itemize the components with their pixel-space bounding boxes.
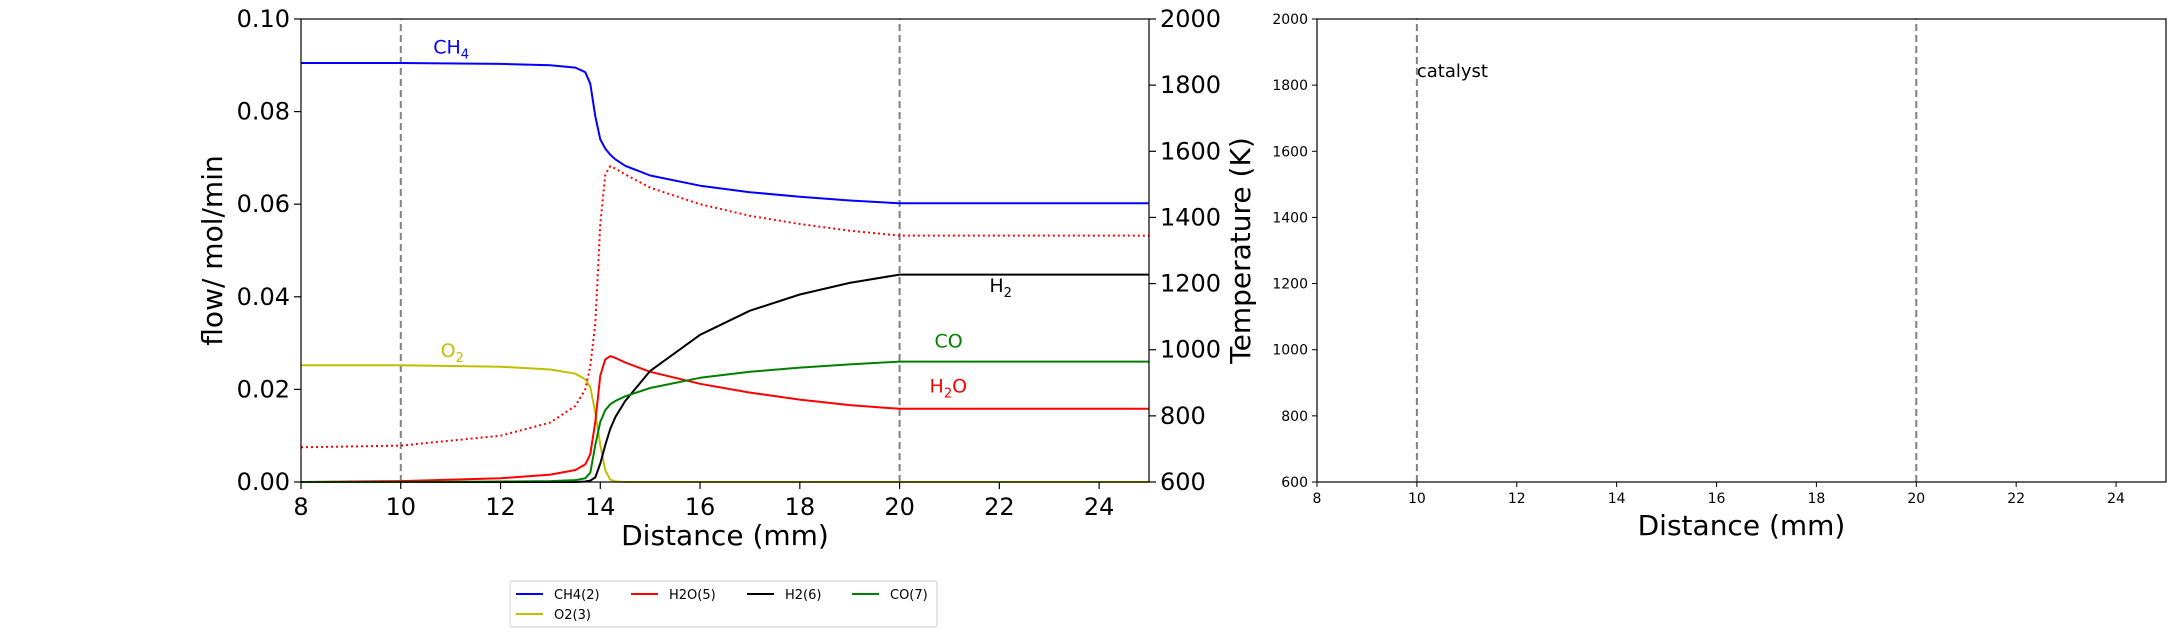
y-axis-label: flow/ mol/min bbox=[196, 155, 229, 345]
x-tick-label: 10 bbox=[1408, 491, 1426, 507]
x-tick-label: 20 bbox=[1907, 491, 1925, 507]
y2-tick-label: 800 bbox=[1160, 402, 1206, 430]
x-axis-label: Distance (mm) bbox=[621, 519, 829, 552]
x-tick-label: 8 bbox=[293, 493, 308, 521]
species-annotation: CO bbox=[935, 331, 963, 353]
x-axis-label: Distance (mm) bbox=[1638, 509, 1846, 542]
series-line-o23 bbox=[301, 364, 1149, 483]
y2-tick-label: 2000 bbox=[1160, 5, 1221, 33]
annotation-text: O bbox=[441, 340, 456, 362]
y-tick-label: 0.06 bbox=[237, 190, 290, 218]
y2-tick-label: 600 bbox=[1160, 468, 1206, 496]
legend-label: O2(3) bbox=[554, 608, 591, 623]
x-tick-label: 18 bbox=[1807, 491, 1825, 507]
plot-frame bbox=[1316, 18, 2167, 483]
annotation-subscript: 2 bbox=[1004, 286, 1012, 301]
series-line-ch42 bbox=[301, 62, 1149, 205]
y2-tick-label: 1400 bbox=[1160, 203, 1221, 231]
y-tick-label: 0.04 bbox=[237, 283, 290, 311]
y-tick-label: 1200 bbox=[1272, 277, 1308, 293]
y-tick-label: 0.10 bbox=[237, 5, 290, 33]
y2-tick-label: 1000 bbox=[1160, 336, 1221, 364]
temperature-line bbox=[300, 164, 1149, 449]
x-tick-label: 24 bbox=[2107, 491, 2125, 507]
y-tick-label: 0.08 bbox=[237, 98, 290, 126]
y-tick-label: 800 bbox=[1281, 409, 1308, 425]
series-line-co7 bbox=[301, 360, 1149, 483]
x-tick-label: 16 bbox=[1708, 491, 1726, 507]
annotation-subscript: 4 bbox=[461, 48, 469, 63]
x-tick-label: 14 bbox=[585, 493, 616, 521]
annotation-text: H bbox=[930, 376, 944, 398]
left-chart: 8 10 12 14 16 18 20 22 240.000.020.040.060.080.1… bbox=[196, 5, 1257, 552]
y-tick-label: 2000 bbox=[1272, 12, 1308, 28]
y-tick-label: 0.02 bbox=[237, 375, 290, 403]
annotation-subscript: 2 bbox=[456, 351, 464, 366]
x-tick-label: 14 bbox=[1608, 491, 1626, 507]
x-tick-label: 22 bbox=[2007, 491, 2025, 507]
series-line-h26 bbox=[301, 273, 1149, 483]
series-line-h2o5 bbox=[300, 355, 1149, 483]
y2-tick-label: 1800 bbox=[1160, 71, 1221, 99]
y-tick-label: 1000 bbox=[1272, 343, 1308, 359]
legend: CH4(2) H2O(5) H2(6) CO(7) O2(3) bbox=[509, 580, 938, 628]
species-annotation: O2 bbox=[441, 340, 464, 366]
species-annotation: CH4 bbox=[433, 37, 469, 63]
legend-label: CO(7) bbox=[890, 588, 928, 603]
x-tick-label: 12 bbox=[1508, 491, 1526, 507]
legend-frame bbox=[509, 580, 938, 628]
y-tick-label: 1800 bbox=[1272, 78, 1308, 94]
legend-label: CH4(2) bbox=[554, 588, 600, 603]
x-tick-label: 10 bbox=[385, 493, 416, 521]
y-tick-label: 0.00 bbox=[237, 468, 290, 496]
x-tick-label: 24 bbox=[1084, 493, 1115, 521]
x-tick-label: 12 bbox=[485, 493, 516, 521]
y-tick-label: 1600 bbox=[1272, 144, 1308, 160]
annotation-subscript: 2 bbox=[944, 387, 952, 402]
x-tick-label: 22 bbox=[984, 493, 1015, 521]
legend-label: H2O(5) bbox=[669, 588, 716, 603]
plot-frame bbox=[300, 18, 1150, 483]
y2-tick-label: 1200 bbox=[1160, 270, 1221, 298]
legend-label: H2(6) bbox=[785, 588, 821, 603]
annotation-text: CO bbox=[935, 331, 963, 353]
annotation-text: H bbox=[989, 275, 1003, 297]
catalyst-label: catalyst bbox=[1417, 61, 1488, 82]
x-tick-label: 18 bbox=[785, 493, 816, 521]
species-annotation: H2 bbox=[989, 275, 1012, 301]
right-chart: 8 10 12 14 16 18 20 22 24 600 800 1000 1200 1400 1600 1… bbox=[1272, 12, 2167, 542]
y-tick-label: 1400 bbox=[1272, 210, 1308, 226]
annotation-text: CH bbox=[433, 37, 461, 59]
annotation-tail: O bbox=[952, 376, 967, 398]
x-tick-label: 8 bbox=[1313, 491, 1322, 507]
y2-tick-label: 1600 bbox=[1160, 137, 1221, 165]
x-tick-label: 16 bbox=[685, 493, 716, 521]
x-tick-label: 20 bbox=[884, 493, 915, 521]
y2-axis-label: Temperature (K) bbox=[1224, 137, 1257, 364]
y-tick-label: 600 bbox=[1281, 475, 1308, 491]
species-annotation: H2O bbox=[930, 376, 968, 402]
